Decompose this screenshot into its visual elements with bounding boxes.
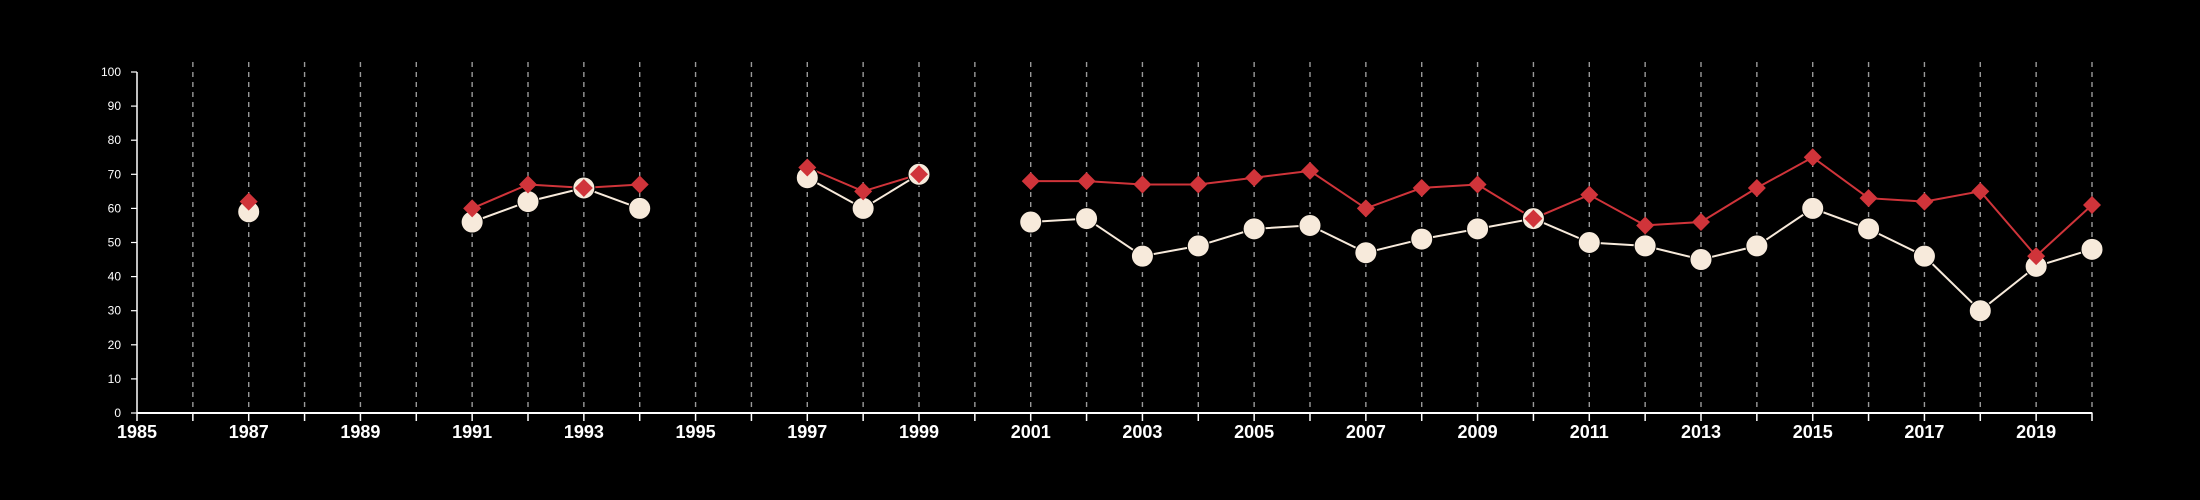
series-1-point-2006	[1298, 213, 1322, 237]
y-tick-label-20: 20	[108, 338, 122, 352]
series-0-point-1987	[239, 192, 258, 211]
series-0-point-1994	[630, 175, 649, 194]
x-tick-label-2019: 2019	[2016, 422, 2056, 442]
series-0-point-1998	[854, 182, 873, 201]
series-0-point-1993	[574, 178, 593, 197]
y-tick-label-30: 30	[108, 304, 122, 318]
series-1-point-2012	[1633, 234, 1657, 258]
series-0-point-2017	[1915, 192, 1934, 211]
x-tick-label-1995: 1995	[676, 422, 716, 442]
series-1-point-2002	[1075, 207, 1099, 231]
series-1-point-2004	[1186, 234, 1210, 258]
series-0-point-2015	[1803, 148, 1822, 167]
series-0-point-2006	[1301, 161, 1319, 180]
series-1-point-2018	[1968, 299, 1992, 323]
x-tick-label-1993: 1993	[564, 422, 604, 442]
series-0-point-1992	[519, 175, 537, 194]
series-1-point-2007	[1354, 241, 1378, 265]
grid-lines	[192, 62, 2093, 413]
x-tick-label-2009: 2009	[1458, 422, 1498, 442]
series-0-point-2013	[1692, 213, 1710, 232]
y-tick-label-90: 90	[108, 99, 122, 113]
series-0-point-2007	[1356, 199, 1375, 218]
x-tick-label-2013: 2013	[1681, 422, 1721, 442]
axes: 0 10 20 30 40 50 60 70 80 90 100 1985 1987 1989 1991 19…	[101, 65, 2093, 442]
series-0-point-1997	[798, 158, 817, 177]
series-1-point-2005	[1242, 217, 1266, 241]
series-0-point-1999	[910, 165, 928, 184]
y-tick-label-10: 10	[108, 372, 122, 386]
y-tick-label-0: 0	[114, 406, 121, 420]
series-1-point-2015	[1801, 196, 1825, 220]
series-1-point-1994	[628, 196, 652, 220]
x-tick-label-2015: 2015	[1793, 422, 1833, 442]
series-0-point-2020	[2083, 195, 2101, 214]
y-tick-label-60: 60	[108, 201, 122, 215]
x-tick-label-1997: 1997	[787, 422, 827, 442]
series-1-point-2011	[1577, 231, 1601, 254]
series-0-point-2019	[2027, 247, 2046, 266]
series-0-point-2016	[1859, 189, 1878, 208]
series-0-point-1991	[463, 199, 482, 218]
series-0-point-2010	[1524, 209, 1543, 228]
y-tick-label-100: 100	[101, 65, 121, 79]
series-1-line-segment-1	[471, 186, 641, 223]
y-tick-label-70: 70	[108, 167, 122, 181]
series-1-point-2001	[1019, 210, 1043, 234]
x-tick-label-2007: 2007	[1346, 422, 1386, 442]
x-tick-label-1999: 1999	[899, 422, 939, 442]
series-0-point-2008	[1412, 178, 1431, 197]
series-0-point-2001	[1021, 172, 1040, 191]
series-0-point-2018	[1971, 182, 1990, 201]
series-1-point-1998	[851, 196, 875, 220]
y-tick-label-40: 40	[108, 270, 122, 284]
x-tick-label-1991: 1991	[452, 422, 492, 442]
series-1-point-2016	[1857, 217, 1881, 241]
series-1-point-2014	[1745, 234, 1769, 258]
x-tick-label-2011: 2011	[1570, 422, 1609, 442]
series-0-point-2003	[1133, 175, 1152, 194]
series-1-point-2008	[1410, 227, 1434, 251]
series-1-point-1992	[516, 190, 540, 214]
y-tick-label-80: 80	[108, 133, 122, 147]
series-1-point-2009	[1466, 217, 1490, 241]
series-markers	[237, 148, 2104, 323]
series-0-point-2014	[1747, 178, 1766, 197]
series-1-point-2017	[1912, 244, 1936, 268]
x-tick-label-2017: 2017	[1904, 422, 1944, 442]
x-tick-label-2001: 2001	[1011, 422, 1051, 442]
x-tick-label-2005: 2005	[1234, 422, 1274, 442]
x-tick-label-1987: 1987	[229, 422, 269, 442]
y-tick-label-50: 50	[108, 236, 122, 250]
series-0-point-2002	[1077, 172, 1096, 191]
series-lines	[471, 156, 2093, 313]
x-tick-label-1989: 1989	[340, 422, 380, 442]
series-1-point-2003	[1130, 244, 1154, 268]
series-1-point-2013	[1689, 248, 1713, 272]
series-0-point-2005	[1245, 168, 1264, 187]
series-0-point-2011	[1580, 185, 1599, 204]
series-0-line-segment-3	[1030, 156, 2093, 258]
series-0-line-segment-1	[471, 183, 640, 210]
x-tick-label-1985: 1985	[117, 422, 157, 442]
series-0-point-2004	[1189, 175, 1208, 194]
series-0-point-2012	[1636, 216, 1655, 235]
x-tick-label-2003: 2003	[1122, 422, 1162, 442]
series-1-point-2020	[2080, 237, 2104, 261]
series-0-point-2009	[1468, 175, 1487, 194]
